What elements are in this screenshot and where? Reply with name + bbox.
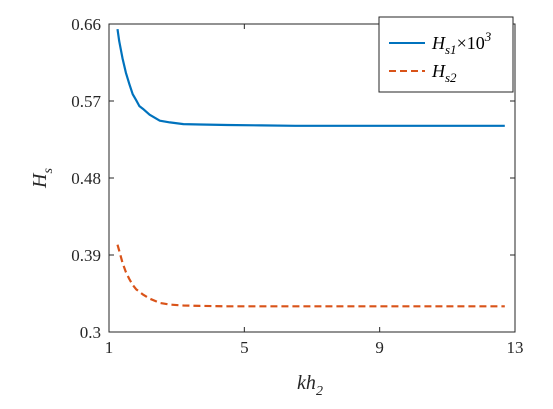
series-line-hs2 bbox=[116, 244, 505, 308]
y-axis-label: Hs bbox=[29, 168, 56, 189]
legend-hs1-main: H bbox=[431, 33, 446, 53]
y-tick-label: 0.66 bbox=[71, 15, 101, 34]
y-tick-label: 0.3 bbox=[80, 323, 101, 342]
y-axis-label-sub: s bbox=[41, 168, 56, 174]
y-tick-label: 0.39 bbox=[71, 246, 101, 265]
legend-entry-hs1: Hs1×103 bbox=[431, 29, 492, 57]
x-tick-label: 1 bbox=[105, 338, 114, 357]
x-tick-label: 5 bbox=[240, 338, 249, 357]
legend-entry-hs2: Hs2 bbox=[431, 61, 457, 85]
series-line-hs1 bbox=[116, 28, 505, 127]
legend: Hs1×103 Hs2 bbox=[378, 16, 514, 93]
x-axis-label-sub: 2 bbox=[316, 384, 323, 399]
x-axis-label: kh2 bbox=[297, 372, 323, 399]
legend-hs1-sup: 3 bbox=[484, 29, 492, 44]
x-tick-label: 13 bbox=[507, 338, 524, 357]
x-tick-label: 9 bbox=[375, 338, 384, 357]
x-axis-label-main: kh bbox=[297, 372, 316, 394]
y-tick-label: 0.48 bbox=[71, 169, 101, 188]
y-tick-label: 0.57 bbox=[71, 92, 101, 111]
legend-hs1-tail: ×10 bbox=[457, 33, 485, 53]
axis-ticks: 1 5 9 13 0.3 0.39 0.48 0.57 0.66 bbox=[71, 15, 523, 357]
legend-hs1-sub: s1 bbox=[445, 42, 457, 57]
legend-hs2-sub: s2 bbox=[445, 70, 457, 85]
legend-hs2-main: H bbox=[431, 61, 446, 81]
y-axis-label-main: H bbox=[29, 172, 51, 189]
legend-box bbox=[378, 16, 514, 93]
plot-lines bbox=[116, 28, 505, 308]
